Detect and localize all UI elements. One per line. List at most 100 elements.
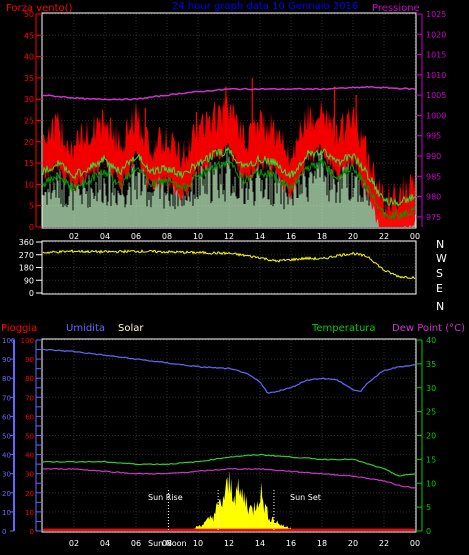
compass-w: W [436,252,447,265]
x-tick-label-bottom: 06 [131,539,141,548]
x-tick-label-bottom: 16 [286,539,296,548]
wind-tick-label: 40 [24,53,34,62]
compass-s: S [436,267,443,280]
pressure-tick-label: 1015 [426,51,446,60]
dewpoint-line [42,467,416,489]
pressure-tick-label: 980 [426,193,441,202]
x-tick-label-bottom: 12 [224,539,234,548]
header-left: Forza vento() [6,3,73,14]
pressure-tick-label: 1010 [426,71,446,80]
rain-tick-label: 20 [2,490,11,498]
wind-direction-line [42,249,416,280]
temp-tick-label: 40 [426,336,436,345]
humidity-tick-label: 10 [25,509,34,517]
temp-tick-label: 15 [426,455,436,464]
x-tick-label-top: 00 [410,232,420,241]
humidity-tick-label: 20 [25,490,34,498]
x-tick-label-top: 04 [100,232,110,241]
humidity-tick-label: 0 [30,528,34,536]
wind-tick-label: 5 [29,202,34,211]
annotation-sunset: Sun Set [290,493,321,502]
pressure-line [42,85,416,101]
x-tick-label-top: 20 [348,232,358,241]
solar-area [190,471,299,531]
temp-tick-label: 10 [426,479,436,488]
pressure-tick-label: 1000 [426,111,446,120]
wind-tick-label: 20 [24,138,34,147]
x-tick-label-top: 08 [162,232,172,241]
pressure-tick-label: 975 [426,213,441,222]
pressure-tick-label: 995 [426,132,441,141]
compass-n-top: N [436,238,444,251]
label-rain: Pioggia [1,323,37,334]
dir-tick-label: 90 [24,276,34,285]
x-tick-label-top: 18 [317,232,327,241]
rain-tick-label: 40 [2,452,11,460]
rain-tick-label: 100 [2,337,15,345]
wind-tick-label: 10 [24,180,34,189]
dir-tick-label: 360 [19,238,34,247]
pressure-tick-label: 1020 [426,30,446,39]
dir-tick-label: 0 [29,289,34,298]
humidity-tick-label: 30 [25,471,34,479]
wind-tick-label: 35 [24,74,34,83]
humidity-tick-label: 90 [25,356,34,364]
humidity-tick-label: 40 [25,452,34,460]
temp-tick-label: 0 [426,527,431,536]
x-tick-label-bottom: 02 [69,539,79,548]
rain-tick-label: 0 [2,528,6,536]
pressure-tick-label: 1025 [426,10,446,19]
x-tick-label-top: 06 [131,232,141,241]
wind-tick-label: 45 [24,31,34,40]
x-tick-label-top: 16 [286,232,296,241]
rain-bar [43,528,415,531]
x-tick-label-bottom: 14 [255,539,265,548]
pressure-tick-label: 990 [426,152,441,161]
x-tick-label-top: 22 [379,232,389,241]
rain-tick-label: 10 [2,509,11,517]
label-solar: Solar [118,323,144,334]
temp-tick-label: 35 [426,360,436,369]
x-tick-label-top: 02 [69,232,79,241]
rain-tick-label: 80 [2,375,11,383]
humidity-tick-label: 70 [25,394,34,402]
x-tick-label-bottom: 20 [348,539,358,548]
label-dewpoint: Dew Point (°C) [392,323,465,334]
header-right: Pressione [372,3,420,14]
humidity-line [42,348,416,394]
temp-tick-label: 5 [426,503,431,512]
wind-speed-band [43,94,415,228]
x-tick-label-top: 12 [224,232,234,241]
wind-avg-line-2 [42,158,416,221]
rain-tick-label: 50 [2,433,11,441]
compass-e: E [436,282,443,295]
x-tick-label-bottom: 00 [410,539,420,548]
annotation-noon: Sun Noon [148,539,187,548]
x-tick-label-bottom: 08 [162,539,172,548]
temp-tick-label: 20 [426,432,436,441]
wind-tick-label: 15 [24,159,34,168]
wind-tick-label: 50 [24,10,34,19]
rain-tick-label: 60 [2,413,11,421]
wind-tick-label: 0 [29,223,34,232]
wind-avg-line [42,145,416,207]
humidity-tick-label: 60 [25,413,34,421]
x-tick-label-top: 10 [193,232,203,241]
annotation-sunrise: Sun Rise [148,493,183,502]
dir-tick-label: 270 [19,251,34,260]
humidity-tick-label: 80 [25,375,34,383]
x-tick-label-bottom: 22 [379,539,389,548]
label-temperature: Temperatura [311,323,376,334]
label-humidity: Umidita [66,323,105,334]
x-tick-label-top: 14 [255,232,265,241]
x-tick-label-bottom: 18 [317,539,327,548]
temperature-line [42,453,416,477]
wind-tick-label: 30 [24,95,34,104]
compass-n-bottom: N [436,300,444,313]
temp-tick-label: 30 [426,384,436,393]
humidity-tick-label: 100 [21,337,34,345]
rain-tick-label: 70 [2,394,11,402]
header-title: 24 hour graph data 10 Gennaio 2016 [172,1,358,12]
